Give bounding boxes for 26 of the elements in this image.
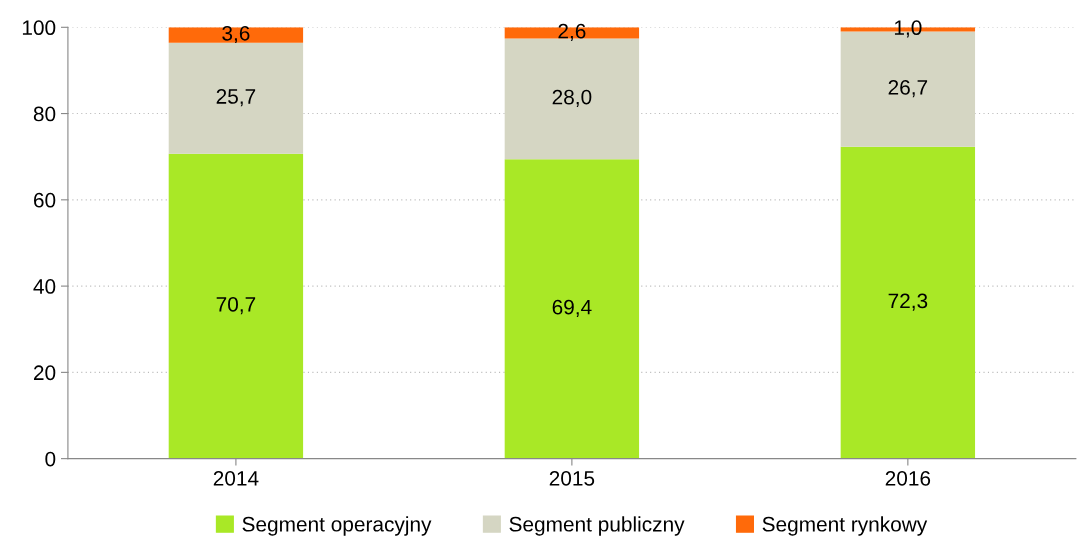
data-label: 3,6 <box>222 25 250 44</box>
data-label: 2,6 <box>558 23 586 41</box>
y-tick-label: 20 <box>33 365 56 381</box>
data-label: 28,0 <box>552 89 592 107</box>
data-label: 70,7 <box>216 297 256 315</box>
data-label: 72,3 <box>888 293 928 311</box>
x-tick-label: 2016 <box>885 471 931 486</box>
legend-label: Segment publiczny <box>509 516 685 536</box>
data-label: 69,4 <box>552 299 592 318</box>
bar <box>168 42 304 154</box>
data-label: 26,7 <box>888 80 928 98</box>
y-tick-label: 40 <box>33 279 56 294</box>
bar <box>504 159 640 459</box>
legend-label: Segment operacyjny <box>242 516 432 536</box>
y-tick-label: 100 <box>22 20 56 36</box>
bar <box>168 27 304 43</box>
y-tick-label: 60 <box>34 192 56 208</box>
bar <box>168 153 304 459</box>
legend-label: Segment rynkowy <box>762 516 928 536</box>
y-tick-label: 80 <box>33 106 56 122</box>
x-tick-label: 2015 <box>549 471 595 486</box>
y-tick-label: 0 <box>45 451 56 467</box>
data-label: 1,0 <box>894 20 922 38</box>
x-tick-label: 2014 <box>213 471 259 486</box>
data-label: 25,7 <box>216 89 256 107</box>
bar <box>840 146 976 459</box>
